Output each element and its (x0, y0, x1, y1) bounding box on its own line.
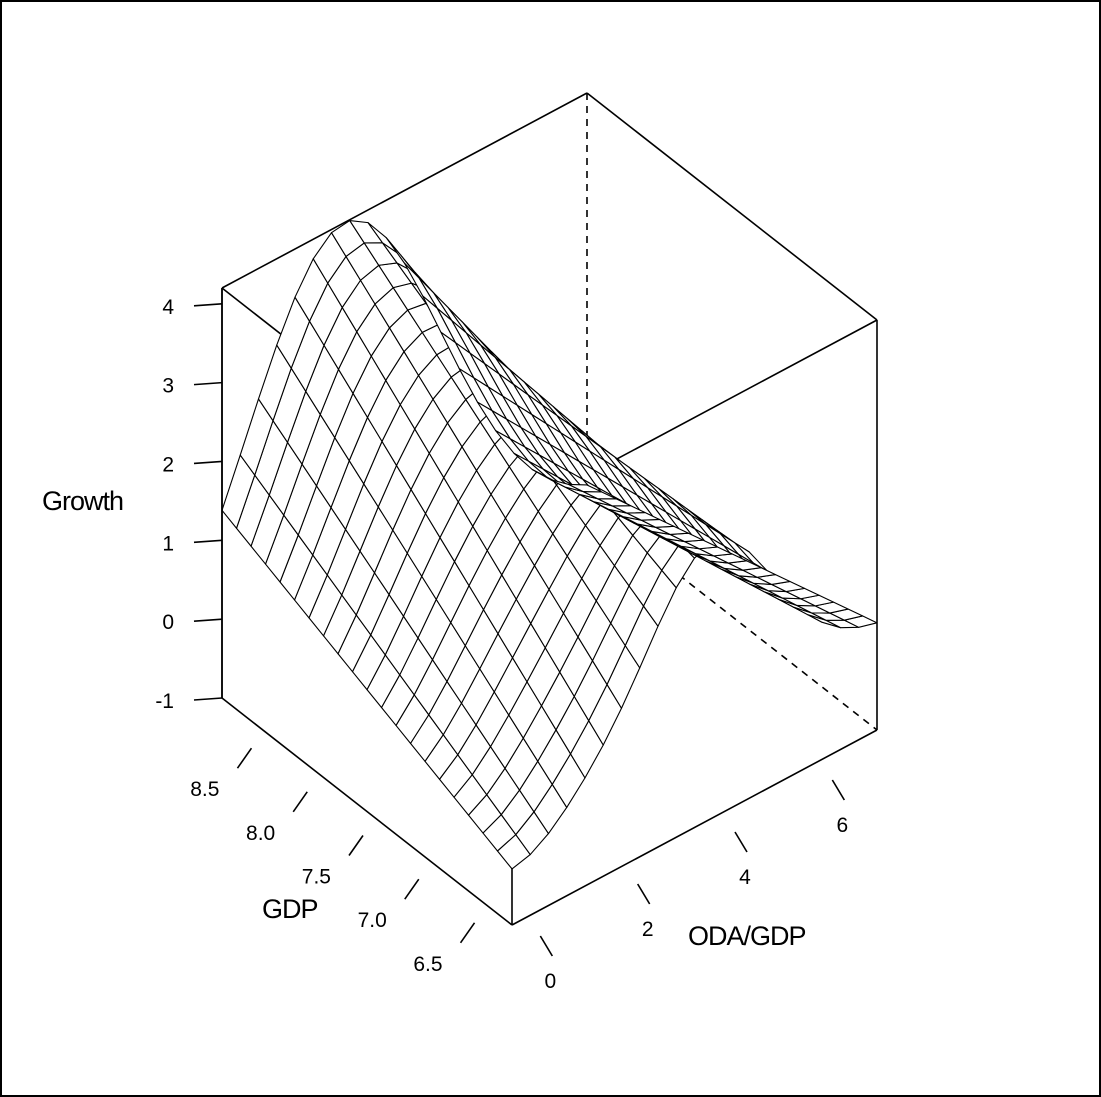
y-tick (734, 831, 748, 853)
z-tick (193, 460, 223, 465)
y-tick-label: 4 (739, 866, 751, 889)
surface-mesh (221, 220, 878, 870)
y-tick-label: 2 (642, 918, 654, 941)
box-edge-hidden (586, 502, 878, 731)
box-edge (511, 729, 878, 926)
x-tick (459, 922, 476, 944)
z-tick-label: 3 (162, 375, 174, 398)
box-edge (221, 697, 513, 926)
y-tick (539, 935, 554, 957)
z-tick-label: -1 (155, 690, 174, 713)
z-tick-label: 0 (162, 611, 174, 634)
x-tick-label: 7.5 (302, 866, 331, 889)
box-edge (221, 92, 588, 289)
x-tick (348, 835, 364, 856)
y-axis-label: ODA/GDP (688, 921, 806, 951)
z-tick-label: 4 (162, 296, 174, 319)
y-tick-label: 6 (836, 814, 848, 837)
y-tick (636, 883, 651, 905)
x-tick (404, 878, 420, 900)
surface-cell (568, 483, 603, 493)
x-tick (236, 747, 253, 769)
x-tick-label: 7.0 (358, 909, 387, 932)
y-tick-label: 0 (544, 970, 556, 993)
box-edge (586, 92, 878, 321)
x-tick-label: 6.5 (413, 953, 442, 976)
z-tick-label: 2 (162, 453, 174, 476)
z-tick (193, 697, 223, 701)
z-tick (193, 618, 223, 622)
bounding-box-front (221, 288, 878, 926)
x-tick-label: 8.5 (190, 778, 219, 801)
x-tick-label: 8.0 (246, 822, 275, 845)
z-tick-label: 1 (162, 532, 174, 555)
z-tick (193, 302, 223, 307)
z-tick (193, 381, 223, 386)
x-axis-label: GDP (262, 894, 318, 924)
y-tick (831, 779, 846, 801)
z-tick (193, 539, 223, 544)
axes: -1 0 1 2 3 4 6.5 7.0 7.5 8.0 8.5 0 2 4 6 (155, 296, 848, 993)
z-axis-label: Growth (42, 486, 123, 516)
x-tick (292, 791, 308, 813)
